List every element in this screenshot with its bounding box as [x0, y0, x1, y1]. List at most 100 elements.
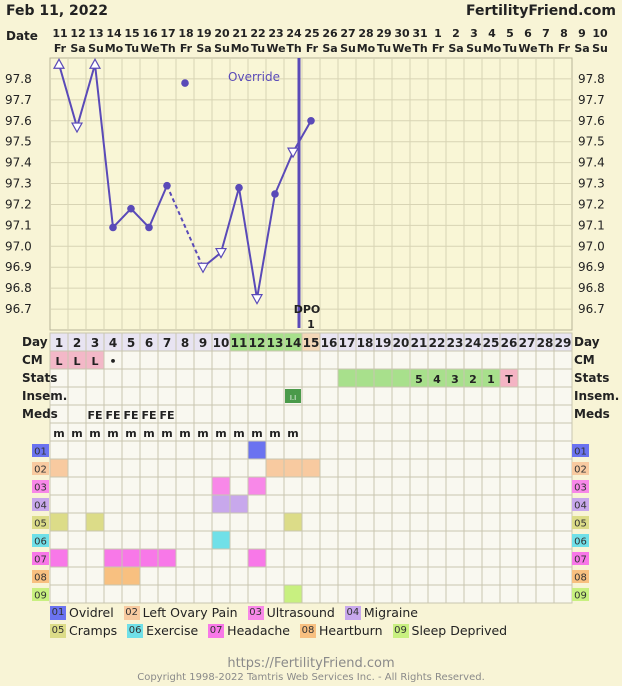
date-label: 5 [506, 27, 514, 40]
grid-cell [157, 458, 177, 478]
cm-value: L [91, 355, 98, 368]
grid-cell [247, 512, 267, 532]
y-tick-label: 97.0 [5, 239, 32, 253]
grid-cell [103, 458, 123, 478]
cycle-day-label: 28 [537, 336, 554, 350]
cycle-day-label: 29 [555, 336, 572, 350]
date-label: 27 [340, 27, 355, 40]
grid-cell [139, 368, 159, 388]
grid-cell [319, 530, 339, 550]
grid-cell [247, 530, 267, 550]
grid-cell [301, 386, 321, 406]
stats-value: 5 [415, 373, 423, 386]
legend-label: Cramps [69, 623, 118, 638]
grid-cell [427, 548, 447, 568]
grid-cell [337, 350, 357, 370]
site-name[interactable]: FertilityFriend.com [466, 3, 616, 19]
date-label: 10 [592, 27, 608, 40]
cycle-day-label: 17 [339, 336, 356, 350]
grid-cell [355, 476, 375, 496]
grid-cell [355, 422, 375, 442]
legend-label: Headache [227, 623, 291, 638]
grid-cell [139, 512, 159, 532]
symptom-code-right-swatch [572, 498, 589, 511]
footer-url[interactable]: https://FertilityFriend.com [227, 656, 395, 671]
grid-cell [409, 494, 429, 514]
grid-cell [481, 458, 501, 478]
date-label: 15 [124, 27, 139, 40]
date-label: 8 [560, 27, 568, 40]
med-m-value: m [179, 427, 190, 440]
insem-marker [285, 389, 301, 403]
grid-cell [391, 548, 411, 568]
grid-cell [139, 566, 159, 586]
med-m-value: m [233, 427, 244, 440]
grid-cell [67, 566, 87, 586]
override-label: Override [228, 70, 280, 84]
date-label: 11 [52, 27, 67, 40]
weekday-label: We [518, 42, 537, 55]
row-label-right-day: Day [574, 335, 600, 349]
grid-cell [103, 494, 123, 514]
grid-cell [301, 584, 321, 604]
legend-item: 02 Left Ovary Pain [123, 605, 238, 620]
grid-cell [229, 368, 249, 388]
grid-cell [463, 404, 483, 424]
cycle-day-label: 1 [55, 336, 63, 350]
symptom-code-left-swatch [32, 570, 49, 583]
symptom-code-right: 07 [574, 555, 587, 566]
cycle-day-label: 6 [145, 336, 153, 350]
grid-cell [265, 350, 285, 370]
row-label-right-meds: Meds [574, 407, 610, 421]
grid-cell [373, 476, 393, 496]
grid-cell [463, 566, 483, 586]
y-tick-label: 96.8 [5, 281, 32, 295]
date-label: 1 [434, 27, 442, 40]
symptom-code-left-swatch [32, 588, 49, 601]
weekday-label: Su [214, 42, 230, 55]
cycle-day-label: 20 [393, 336, 410, 350]
row-label-meds: Meds [22, 407, 58, 421]
grid-cell [301, 476, 321, 496]
cycle-day-label: 19 [375, 336, 392, 350]
grid-cell [553, 368, 573, 388]
weekday-label: Th [160, 42, 175, 55]
grid-cell [499, 404, 519, 424]
weekday-label: Mo [483, 42, 502, 55]
grid-cell [535, 386, 555, 406]
grid-cell [373, 386, 393, 406]
y-tick-label: 97.2 [5, 197, 32, 211]
grid-cell [319, 440, 339, 460]
cycle-day-label: 4 [109, 336, 117, 350]
grid-cell [247, 494, 267, 514]
temp-point-override [250, 294, 264, 305]
grid-cell [409, 584, 429, 604]
grid-cell [499, 566, 519, 586]
y-tick-label: 97.7 [5, 93, 32, 107]
grid-cell [499, 548, 519, 568]
grid-cell [85, 566, 105, 586]
cycle-day-label: 14 [285, 336, 302, 350]
med-value: FE [123, 409, 138, 422]
grid-cell [463, 512, 483, 532]
grid-cell [193, 494, 213, 514]
date-label: 13 [88, 27, 103, 40]
grid-cell [67, 530, 87, 550]
date-label: 3 [470, 27, 478, 40]
grid-cell [481, 584, 501, 604]
med-m-value: m [215, 427, 226, 440]
legend-row-2: 05 Cramps 06 Exercise 07 Headache 08 Heartburn 0… [50, 623, 517, 638]
grid-cell [553, 512, 573, 532]
grid-cell [499, 476, 519, 496]
med-m-value: m [197, 427, 208, 440]
y-tick-label-right: 97.5 [578, 135, 605, 149]
grid-cell [211, 584, 231, 604]
temp-point [181, 79, 189, 87]
grid-cell [373, 350, 393, 370]
grid-cell [517, 548, 537, 568]
grid-cell [121, 494, 141, 514]
med-m-value: m [287, 427, 298, 440]
y-tick-label-right: 97.8 [578, 72, 605, 86]
row-label-cm: CM [22, 353, 43, 367]
grid-cell [463, 530, 483, 550]
